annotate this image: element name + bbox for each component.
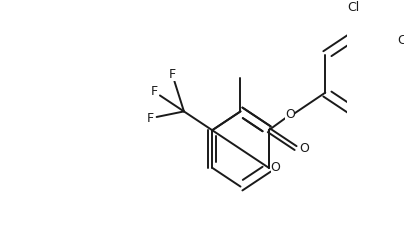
- Text: Cl: Cl: [397, 34, 404, 47]
- Text: O: O: [271, 161, 280, 174]
- Text: F: F: [169, 68, 176, 81]
- Text: Cl: Cl: [347, 1, 360, 14]
- Text: F: F: [151, 85, 158, 99]
- Text: O: O: [299, 142, 309, 154]
- Text: O: O: [285, 108, 295, 121]
- Text: F: F: [147, 112, 154, 125]
